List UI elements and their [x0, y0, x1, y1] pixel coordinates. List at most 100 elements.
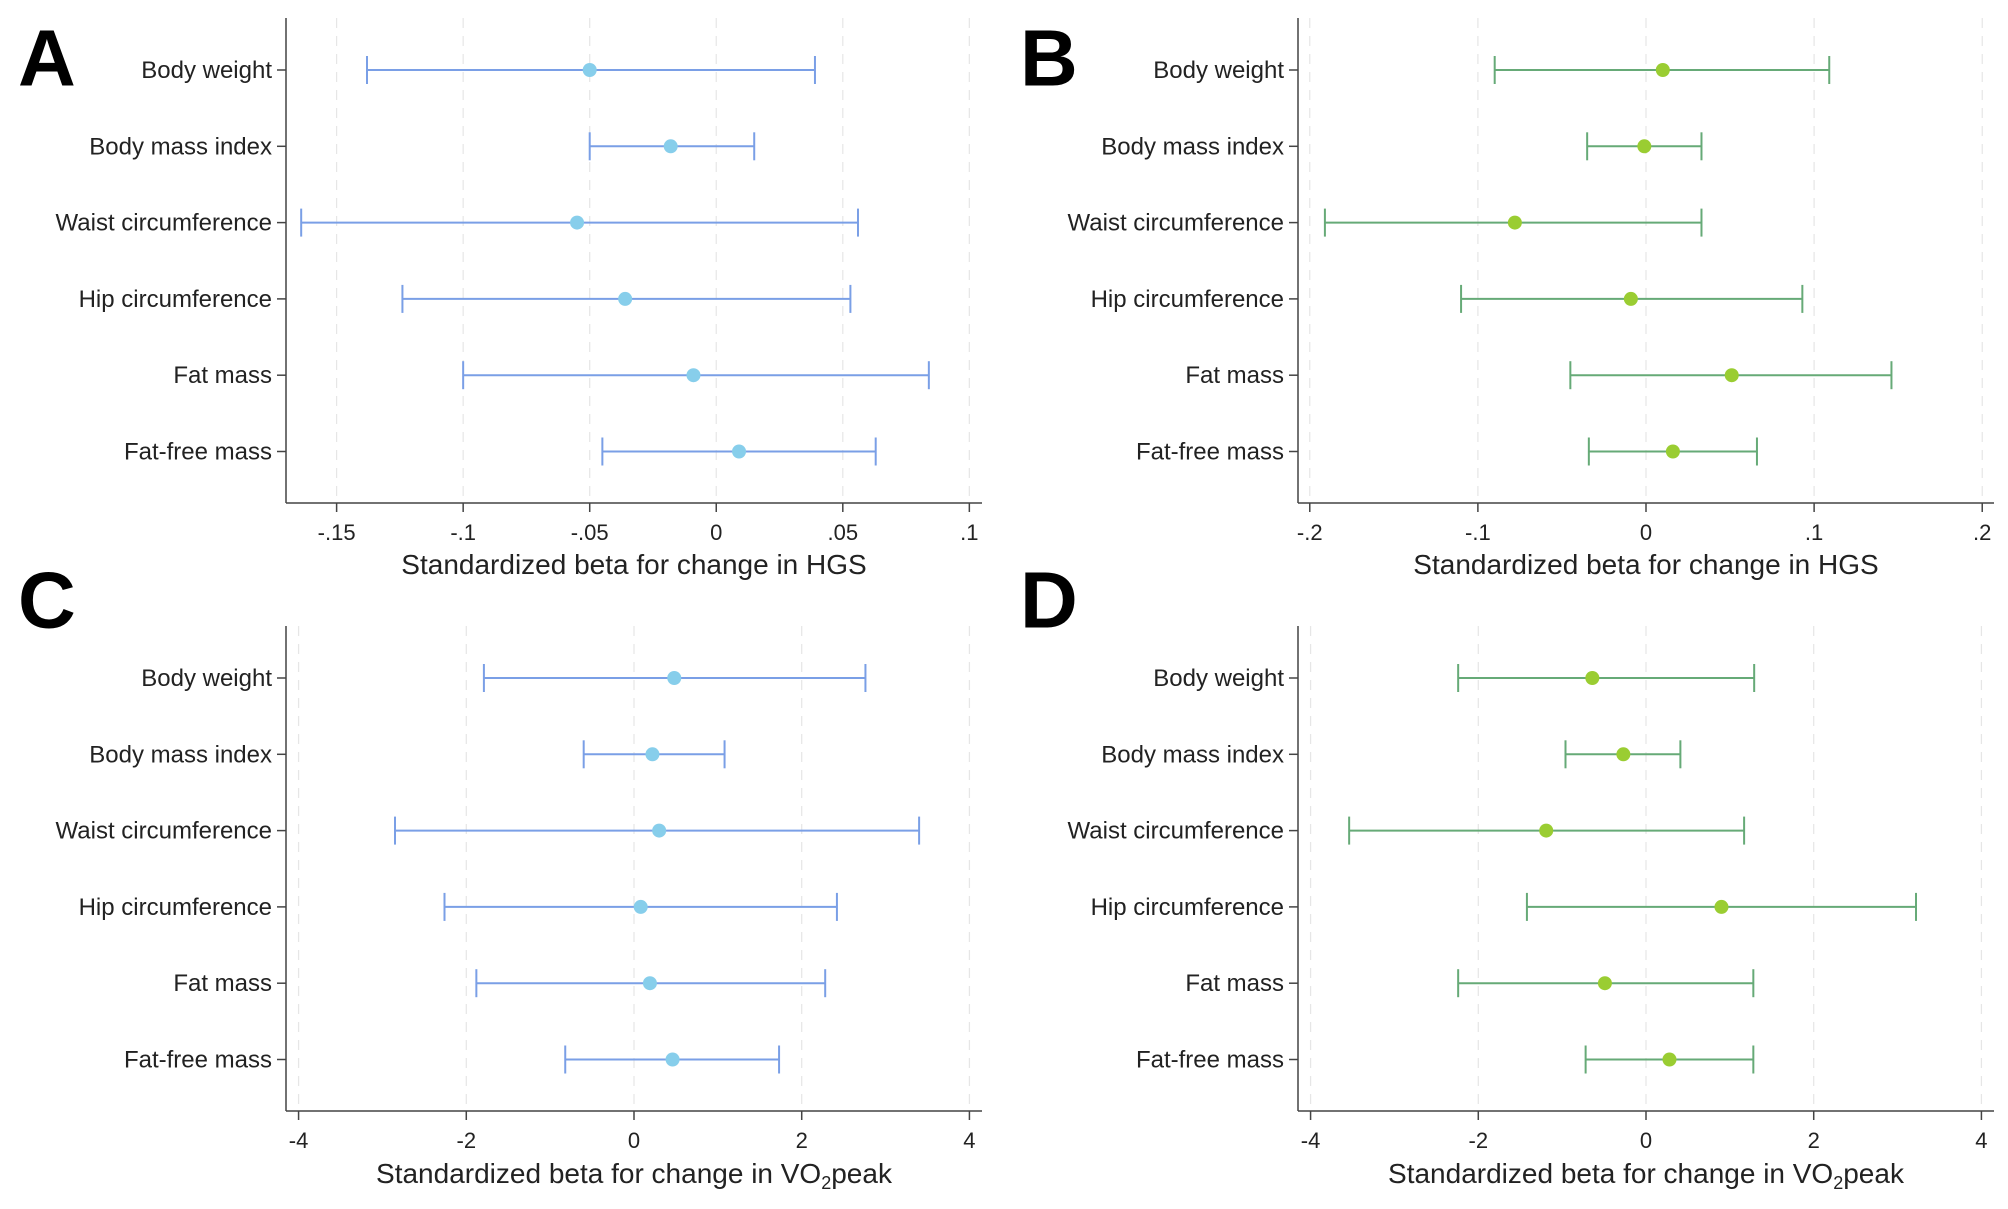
category-label: Fat-free mass	[124, 1047, 272, 1074]
point-estimate	[582, 63, 597, 77]
category-label: Fat-free mass	[1136, 1047, 1284, 1074]
x-axis-title: Standardized beta for change in VO2peak	[1388, 1158, 1905, 1193]
point-estimate	[1585, 671, 1600, 685]
row-fat-mass: Fat mass	[173, 361, 930, 390]
category-label: Waist circumference	[56, 818, 273, 845]
x-tick-label: .2	[1973, 520, 1991, 545]
row-body-mass-index: Body mass index	[89, 132, 756, 161]
point-estimate	[1616, 747, 1631, 762]
x-tick-label: -.1	[1465, 520, 1491, 545]
row-body-mass-index: Body mass index	[1101, 740, 1682, 769]
point-estimate	[1623, 291, 1638, 306]
x-tick-label: 0	[1640, 520, 1652, 545]
row-body-weight: Body weight	[1153, 664, 1756, 692]
row-waist-circumference: Waist circumference	[1068, 816, 1746, 845]
point-estimate	[1714, 899, 1729, 914]
point-estimate	[570, 215, 585, 230]
row-hip-circumference: Hip circumference	[1091, 284, 1804, 313]
category-label: Body weight	[141, 665, 272, 692]
panel-letter: A	[18, 14, 76, 103]
row-fat-free-mass: Fat-free mass	[1136, 1045, 1755, 1074]
x-axis-title: Standardized beta for change in HGS	[401, 549, 866, 580]
panel-b: B -.2 -.1 0 .1 .2 Standardized beta for change…	[1020, 14, 1994, 580]
category-label: Body weight	[141, 57, 272, 84]
panel-d: D -4 -2 0 2 4 Standardized beta for change in …	[1020, 556, 1994, 1193]
x-tick-label: -.15	[318, 520, 356, 545]
category-label: Fat mass	[173, 970, 272, 997]
category-label: Waist circumference	[1068, 818, 1285, 845]
x-tick-label: -.05	[571, 520, 609, 545]
point-estimate	[732, 444, 747, 459]
row-waist-circumference: Waist circumference	[56, 816, 921, 845]
point-estimate	[1655, 63, 1670, 77]
row-body-weight: Body weight	[1153, 56, 1831, 84]
point-estimate	[1507, 215, 1522, 230]
row-hip-circumference: Hip circumference	[1091, 892, 1918, 921]
panel-c: C -4 -2 0 2 4 Standardized beta for change in …	[18, 556, 982, 1193]
panel-letter: B	[1020, 14, 1078, 103]
category-label: Hip circumference	[79, 286, 272, 313]
x-tick-label: .1	[960, 520, 978, 545]
point-estimate	[665, 1052, 680, 1067]
x-axis-title: Standardized beta for change in HGS	[1413, 549, 1878, 580]
category-label: Body mass index	[1101, 741, 1284, 768]
category-label: Hip circumference	[1091, 286, 1284, 313]
point-estimate	[1597, 976, 1612, 991]
category-label: Hip circumference	[79, 894, 272, 921]
row-hip-circumference: Hip circumference	[79, 892, 838, 921]
point-estimate	[686, 368, 701, 383]
category-label: Body weight	[1153, 665, 1284, 692]
row-fat-free-mass: Fat-free mass	[124, 437, 877, 466]
x-axis-title: Standardized beta for change in VO2peak	[376, 1158, 893, 1193]
row-body-mass-index: Body mass index	[1101, 132, 1703, 161]
point-estimate	[633, 899, 648, 914]
point-estimate	[1539, 823, 1554, 838]
x-tick-label: -4	[1301, 1128, 1321, 1153]
x-tick-label: -4	[289, 1128, 309, 1153]
x-tick-label: -.1	[450, 520, 476, 545]
row-fat-free-mass: Fat-free mass	[124, 1045, 781, 1074]
x-tick-label: 0	[710, 520, 722, 545]
x-tick-label: .05	[828, 520, 859, 545]
x-tick-label: -.2	[1297, 520, 1323, 545]
panel-letter: D	[1020, 556, 1078, 645]
x-tick-label: 2	[1808, 1128, 1820, 1153]
category-label: Waist circumference	[1068, 210, 1285, 237]
x-tick-label: 0	[628, 1128, 640, 1153]
category-label: Fat mass	[173, 362, 272, 389]
row-waist-circumference: Waist circumference	[56, 208, 859, 237]
row-waist-circumference: Waist circumference	[1068, 208, 1703, 237]
point-estimate	[642, 976, 657, 991]
row-body-mass-index: Body mass index	[89, 740, 726, 769]
row-fat-mass: Fat mass	[1185, 969, 1755, 998]
category-label: Fat mass	[1185, 970, 1284, 997]
point-estimate	[1665, 444, 1680, 459]
x-tick-label: -2	[457, 1128, 477, 1153]
point-estimate	[1637, 139, 1652, 154]
category-label: Waist circumference	[56, 210, 273, 237]
panel-letter: C	[18, 556, 76, 645]
category-label: Fat-free mass	[1136, 439, 1284, 466]
row-fat-mass: Fat mass	[1185, 361, 1893, 390]
point-estimate	[645, 747, 660, 762]
category-label: Fat-free mass	[124, 439, 272, 466]
category-label: Hip circumference	[1091, 894, 1284, 921]
row-hip-circumference: Hip circumference	[79, 284, 852, 313]
x-tick-label: 4	[1975, 1128, 1987, 1153]
x-tick-label: 4	[963, 1128, 975, 1153]
x-tick-label: 2	[796, 1128, 808, 1153]
x-tick-label: 0	[1640, 1128, 1652, 1153]
point-estimate	[663, 139, 678, 154]
point-estimate	[1724, 368, 1739, 383]
x-tick-label: .1	[1805, 520, 1823, 545]
row-body-weight: Body weight	[141, 56, 816, 84]
x-tick-label: -2	[1469, 1128, 1489, 1153]
point-estimate	[1662, 1052, 1677, 1067]
category-label: Body mass index	[1101, 133, 1284, 160]
point-estimate	[667, 671, 682, 685]
category-label: Body mass index	[89, 741, 272, 768]
point-estimate	[618, 291, 633, 306]
panel-a: A -.15 -.1 -.05 0 .05 .1 Standardized beta for …	[18, 14, 982, 580]
row-body-weight: Body weight	[141, 664, 867, 692]
